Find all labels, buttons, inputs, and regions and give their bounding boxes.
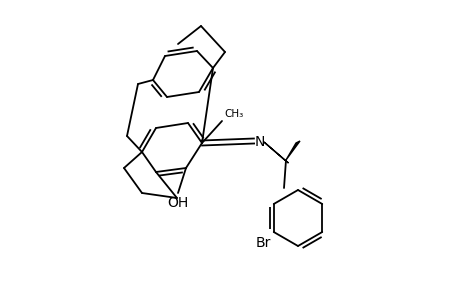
Text: OH: OH bbox=[167, 196, 188, 210]
Polygon shape bbox=[263, 142, 288, 163]
Text: CH₃: CH₃ bbox=[224, 109, 243, 119]
Text: Br: Br bbox=[255, 236, 270, 250]
Polygon shape bbox=[285, 141, 299, 160]
Text: N: N bbox=[254, 135, 265, 149]
